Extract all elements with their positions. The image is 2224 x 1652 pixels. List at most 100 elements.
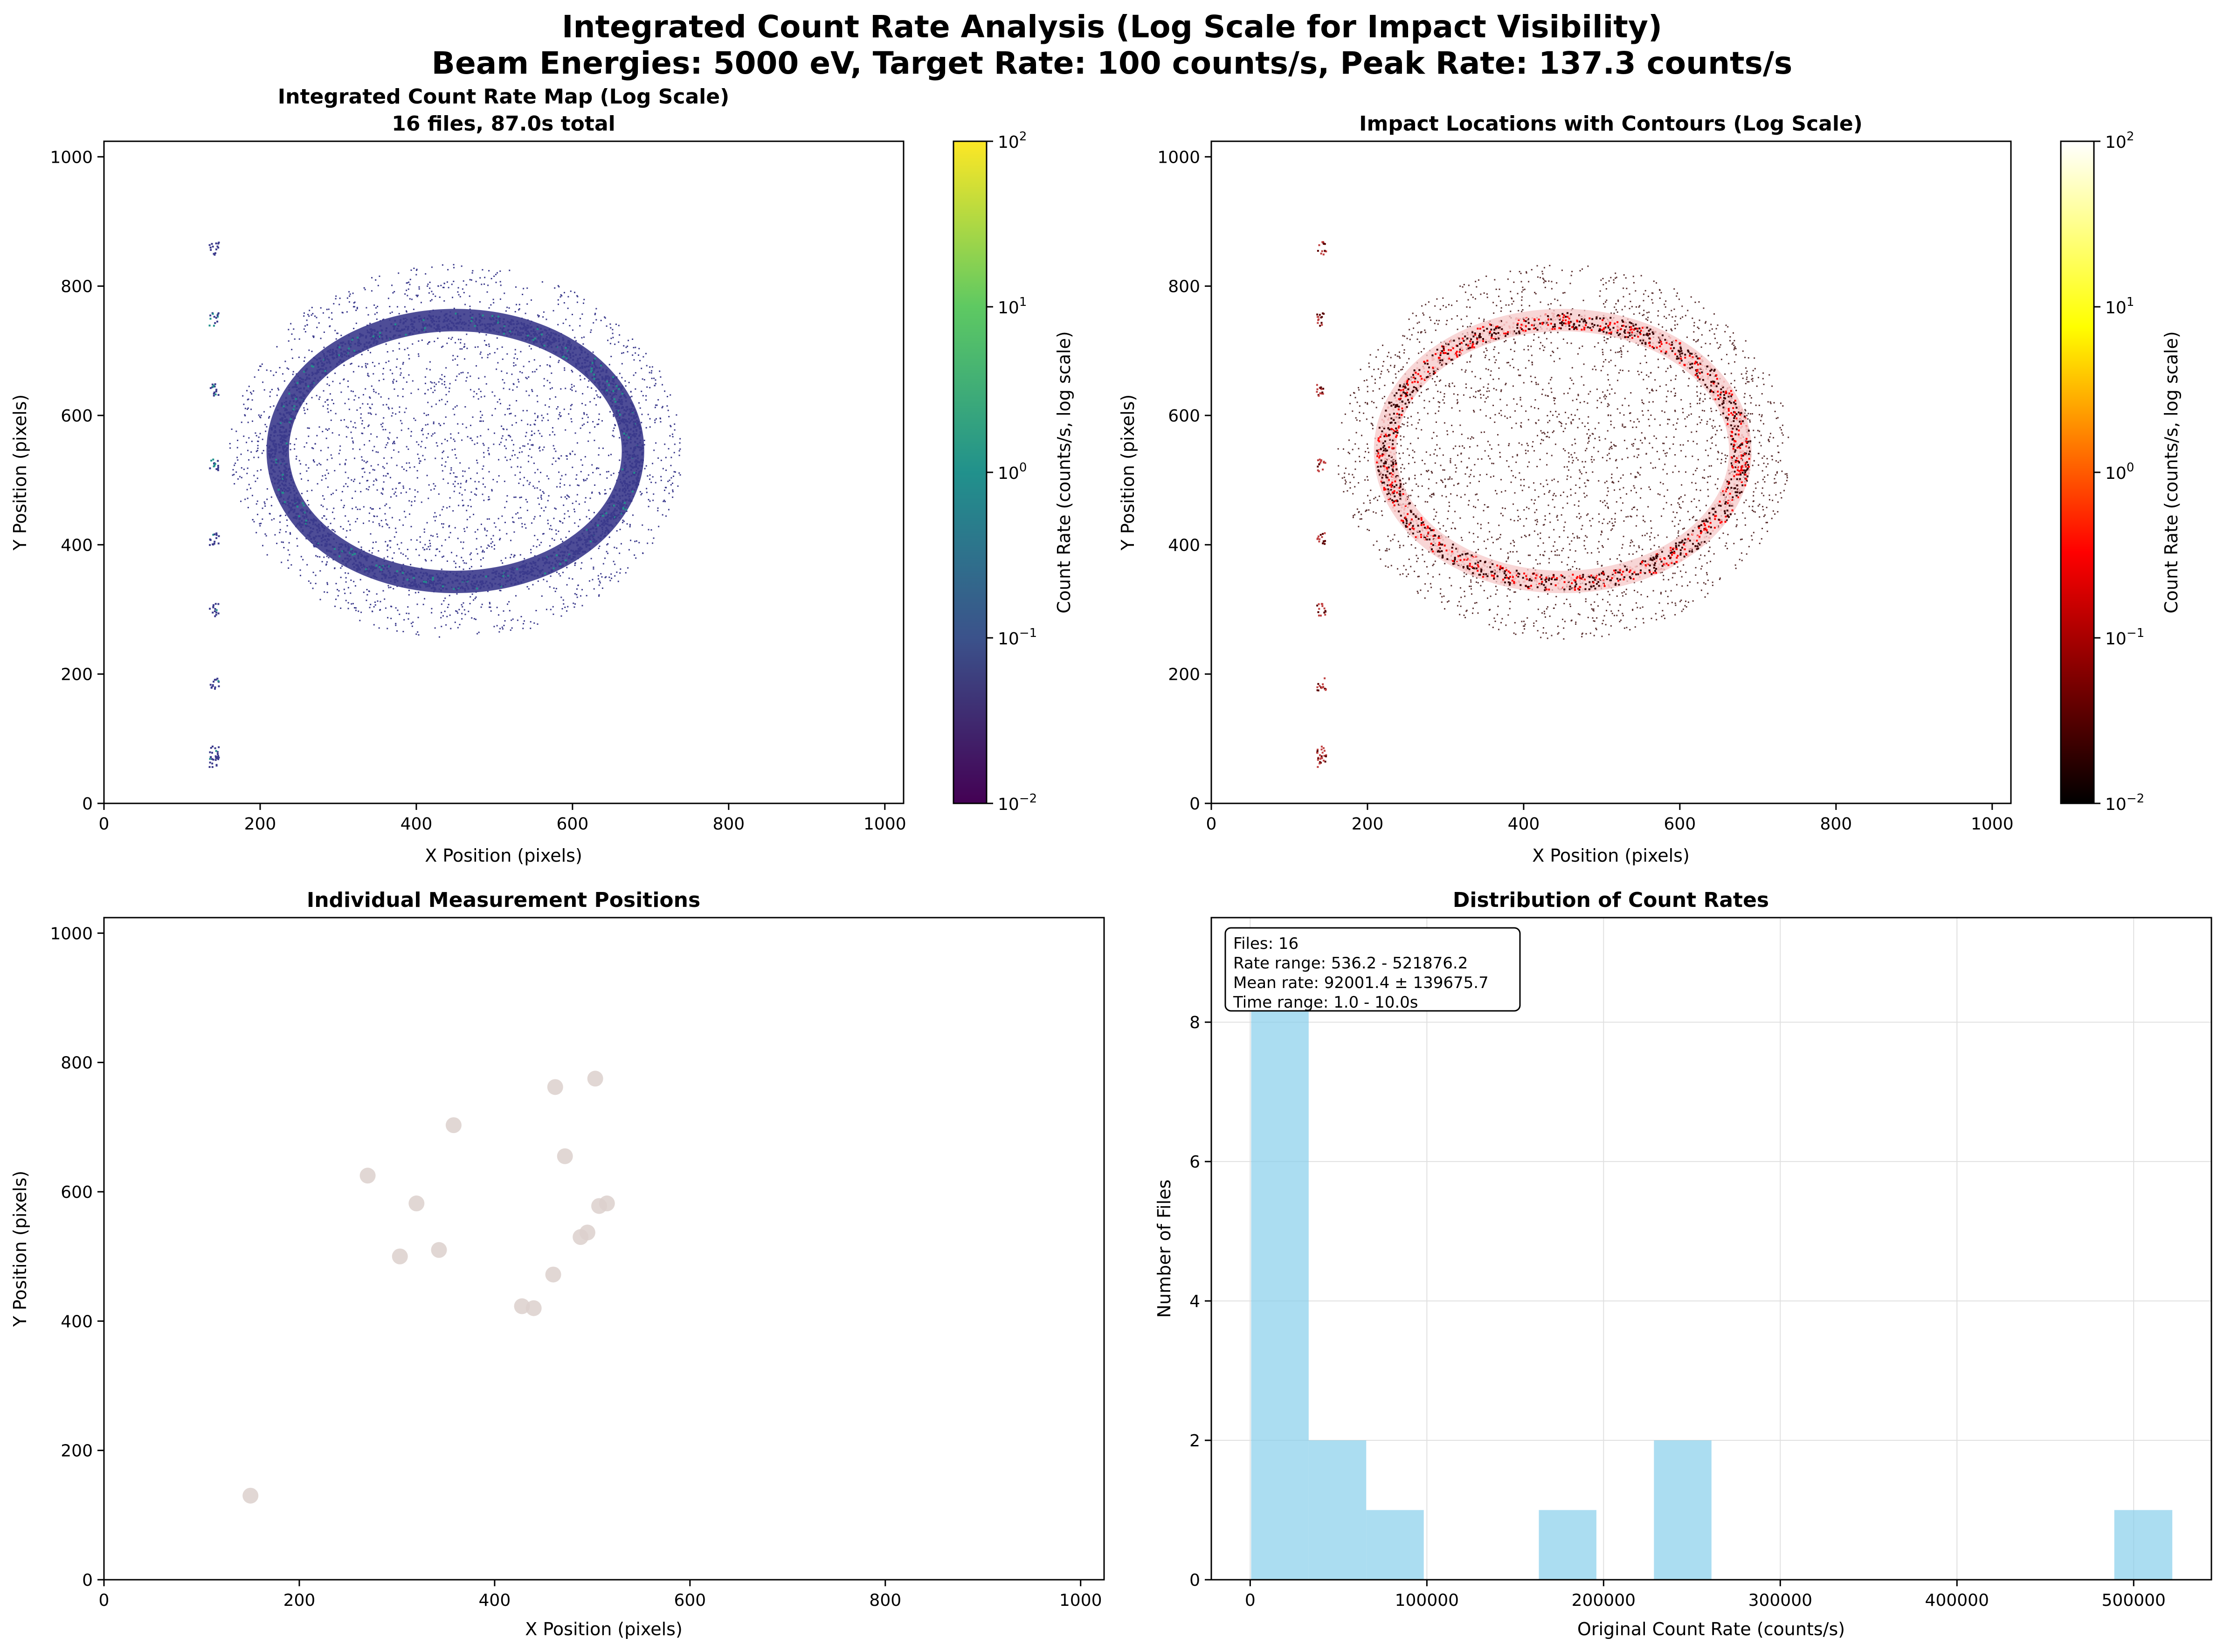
- p1-halo-dot: [394, 388, 395, 390]
- p1-ring-dot: [277, 479, 279, 481]
- p1-ring-dot: [636, 437, 638, 440]
- p1-ring-dot: [357, 557, 359, 560]
- p1-halo-dot: [518, 309, 520, 311]
- p1-ring-dot: [534, 331, 536, 333]
- p1-ring-dot: [336, 352, 338, 354]
- p1-ring-dot: [442, 585, 444, 588]
- p1-halo-dot: [308, 580, 310, 582]
- p1-ring-dot: [317, 371, 319, 373]
- p1-ring-dot: [627, 429, 629, 431]
- p1-ring-dot: [636, 443, 639, 445]
- p1-halo-dot: [421, 429, 422, 431]
- p1-ring-dot: [284, 450, 286, 453]
- p1-ring-dot: [421, 577, 423, 580]
- p1-halo-dot: [347, 602, 349, 604]
- p1-ring-dot: [425, 323, 427, 325]
- p1-ring-dot: [604, 378, 607, 380]
- p1-halo-dot: [366, 461, 368, 463]
- p1-halo-dot: [482, 468, 483, 470]
- p1-ring-dot: [296, 406, 298, 408]
- p1-ring-dot: [471, 585, 473, 587]
- p1-halo-dot: [563, 302, 565, 304]
- p1-ring-dot: [534, 339, 536, 341]
- p1-ring-dot: [345, 352, 348, 354]
- p1-halo-dot: [307, 427, 309, 429]
- p1-ring-dot: [411, 329, 413, 331]
- p1-halo-dot: [543, 533, 545, 535]
- p1-ring-dot: [446, 575, 449, 577]
- p1-halo-dot: [608, 364, 610, 366]
- p1-ring-dot: [586, 529, 588, 531]
- p1-ring-dot: [303, 517, 305, 519]
- p1-ring-dot: [524, 329, 526, 332]
- p1-ring-dot: [310, 530, 312, 532]
- p1-ring-dot: [512, 323, 515, 325]
- p1-halo-dot: [433, 483, 435, 485]
- p1-ring-dot: [578, 537, 580, 539]
- p1-ring-dot: [353, 557, 355, 559]
- p1-halo-dot: [259, 525, 261, 527]
- p1-halo-dot: [351, 479, 352, 481]
- p1-halo-dot: [558, 418, 559, 420]
- p1-ring-dot: [310, 538, 312, 540]
- p1-ring-dot: [637, 484, 639, 486]
- p1-ring-dot: [291, 386, 294, 388]
- panel2-plot-area: [1316, 241, 1789, 768]
- p1-halo-dot: [340, 526, 342, 528]
- p1-halo-dot: [411, 505, 413, 506]
- p1-column-spot: [217, 542, 220, 545]
- p1-ring-dot: [619, 386, 621, 388]
- p1-halo-dot: [287, 549, 289, 551]
- p1-halo-dot: [373, 304, 375, 306]
- p1-ring-dot: [302, 512, 304, 514]
- p1-halo-dot: [430, 560, 432, 561]
- p1-halo-dot: [496, 481, 498, 483]
- p1-halo-dot: [546, 364, 548, 366]
- p1-ring-dot: [629, 464, 631, 467]
- p1-ring-dot: [281, 405, 283, 407]
- p1-ring-dot: [526, 333, 528, 335]
- p1-ring-dot: [588, 531, 590, 533]
- p1-halo-dot: [483, 452, 485, 454]
- p1-ring-dot: [348, 355, 350, 357]
- p1-halo-dot: [303, 328, 305, 330]
- p1-halo-dot: [499, 298, 501, 300]
- p1-halo-dot: [616, 547, 618, 549]
- p1-halo-dot: [288, 567, 290, 569]
- p1-ring-dot: [623, 480, 625, 483]
- p1-ring-dot: [598, 384, 600, 386]
- p1-halo-dot: [578, 525, 580, 527]
- p1-ring-dot: [558, 338, 560, 340]
- p1-halo-dot: [402, 524, 404, 526]
- p1-halo-dot: [374, 604, 376, 606]
- p1-halo-dot: [385, 447, 387, 449]
- p1-ring-dot: [442, 320, 445, 323]
- p1-halo-dot: [237, 439, 239, 441]
- p1-ring-dot: [394, 579, 396, 581]
- p1-ring-dot: [615, 489, 617, 491]
- p1-ring-dot: [616, 515, 618, 517]
- p1-halo-dot: [657, 399, 659, 401]
- p1-halo-dot: [370, 507, 372, 509]
- p1-ring-dot: [522, 573, 524, 575]
- p1-ring-dot: [284, 473, 286, 475]
- p1-column-spot: [208, 766, 211, 768]
- p1-halo-dot: [552, 427, 553, 429]
- p1-ring-dot: [462, 321, 464, 324]
- p1-halo-dot: [430, 534, 432, 536]
- p1-halo-dot: [487, 499, 489, 501]
- p1-halo-dot: [541, 435, 543, 437]
- p1-ring-dot: [335, 353, 338, 356]
- p1-halo-dot: [434, 382, 435, 384]
- p1-halo-dot: [325, 428, 327, 430]
- p1-ring-dot: [373, 335, 375, 338]
- p1-ring-dot: [394, 334, 396, 337]
- p1-halo-dot: [670, 484, 672, 486]
- p1-ring-dot: [348, 555, 351, 558]
- p1-ring-dot: [511, 571, 513, 573]
- p1-halo-dot: [509, 435, 511, 436]
- p1-halo-dot: [417, 491, 419, 493]
- p1-halo-dot: [333, 303, 335, 304]
- p1-ring-dot: [366, 346, 368, 348]
- p1-halo-dot: [540, 496, 542, 498]
